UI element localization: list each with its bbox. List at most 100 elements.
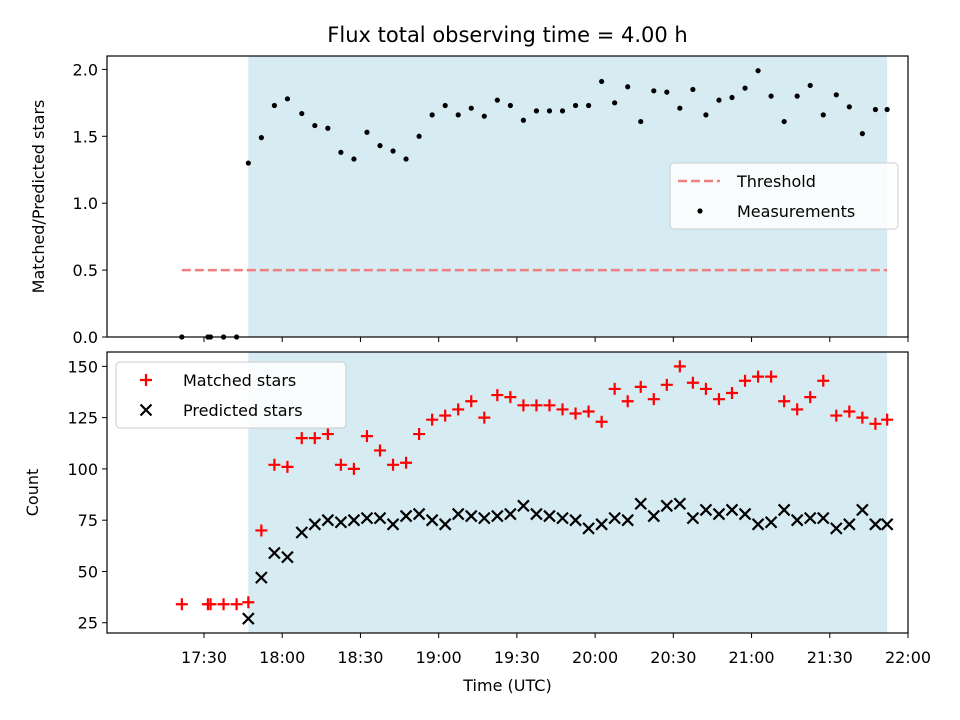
top-panel: 0.0 0.5 1.0 1.5 2.0 Matched/Predicted stars Th…	[29, 55, 909, 347]
x-tick-label: 20:30	[650, 648, 696, 667]
data-point	[175, 598, 188, 611]
data-point	[833, 92, 839, 98]
data-point	[725, 503, 739, 517]
data-point	[765, 370, 778, 383]
data-point	[634, 380, 647, 393]
axes-frame	[106, 351, 909, 634]
axes-frame	[106, 55, 909, 338]
data-point	[716, 97, 722, 103]
data-point	[299, 110, 305, 117]
data-point	[664, 89, 670, 95]
data-point	[778, 395, 791, 408]
data-point	[599, 78, 605, 85]
data-point	[530, 507, 543, 521]
data-point	[690, 86, 696, 93]
data-point	[258, 135, 264, 141]
x-tick-label: 22:00	[885, 648, 931, 667]
data-point	[869, 417, 882, 430]
data-point	[255, 571, 268, 584]
data-point	[268, 546, 281, 560]
legend-box	[669, 162, 899, 230]
data-point	[673, 497, 687, 511]
data-point	[543, 399, 556, 412]
data-point	[504, 507, 517, 521]
y-tick-label: 25	[78, 614, 98, 633]
data-point	[325, 125, 331, 131]
data-point	[738, 507, 752, 521]
data-point	[856, 503, 869, 517]
data-point	[360, 511, 374, 525]
data-point	[582, 405, 595, 418]
data-point	[830, 522, 843, 535]
data-point	[334, 515, 348, 529]
data-point	[360, 430, 373, 443]
data-point	[364, 129, 370, 135]
x-tick-label: 19:30	[494, 648, 540, 667]
data-point	[386, 518, 400, 531]
data-point	[308, 432, 321, 445]
data-point	[790, 513, 804, 527]
data-point	[830, 409, 843, 422]
data-point	[660, 499, 674, 513]
data-point	[729, 94, 735, 101]
y-tick-label: 150	[67, 357, 98, 376]
data-point	[481, 113, 487, 119]
data-point	[859, 131, 865, 137]
y-tick-label: 0.0	[73, 328, 98, 347]
data-point	[699, 382, 712, 395]
data-point	[308, 518, 322, 531]
data-point	[268, 458, 281, 471]
data-point	[872, 106, 879, 113]
data-point	[377, 143, 383, 149]
data-point	[595, 518, 608, 531]
data-point	[338, 149, 344, 155]
data-point	[751, 518, 765, 531]
data-point	[803, 511, 817, 525]
legend-label: Threshold	[736, 172, 816, 191]
data-point	[712, 393, 725, 406]
data-point	[621, 395, 634, 408]
data-point	[530, 399, 543, 412]
data-point	[651, 88, 657, 94]
data-point	[820, 112, 826, 118]
x-tick-label: 19:00	[416, 648, 462, 667]
y-tick-label: 75	[78, 511, 98, 530]
data-point	[399, 509, 413, 523]
data-point	[533, 108, 540, 114]
data-point	[742, 85, 748, 91]
data-point	[387, 458, 400, 471]
data-point	[686, 376, 699, 389]
data-point	[452, 403, 465, 416]
data-point	[204, 598, 217, 611]
data-point	[321, 513, 335, 527]
data-point	[295, 432, 308, 445]
legend: Matched stars Predicted stars	[115, 361, 347, 429]
data-point	[608, 511, 621, 525]
legend-swatch	[697, 208, 703, 214]
data-point	[373, 444, 386, 457]
x-axis-label: Time (UTC)	[462, 676, 551, 695]
data-point	[517, 399, 530, 412]
data-point	[881, 413, 894, 426]
series-matched-stars	[175, 360, 894, 611]
data-point	[416, 133, 422, 139]
data-point	[625, 84, 631, 90]
data-point	[634, 497, 648, 511]
data-point	[546, 108, 553, 114]
y-axis-label: Count	[23, 469, 42, 517]
data-point	[230, 598, 243, 611]
data-point	[621, 513, 634, 527]
data-point	[804, 391, 817, 404]
data-point	[494, 97, 500, 103]
x-tick-label: 21:00	[729, 648, 775, 667]
data-point	[739, 374, 752, 387]
data-point	[595, 415, 608, 428]
data-point	[608, 382, 621, 395]
data-point	[612, 100, 618, 106]
series-predicted-stars	[242, 497, 894, 625]
data-point	[491, 389, 504, 402]
data-point	[764, 515, 778, 529]
shaded-interval	[248, 352, 888, 633]
legend-swatch	[139, 403, 153, 417]
data-point	[245, 160, 251, 166]
